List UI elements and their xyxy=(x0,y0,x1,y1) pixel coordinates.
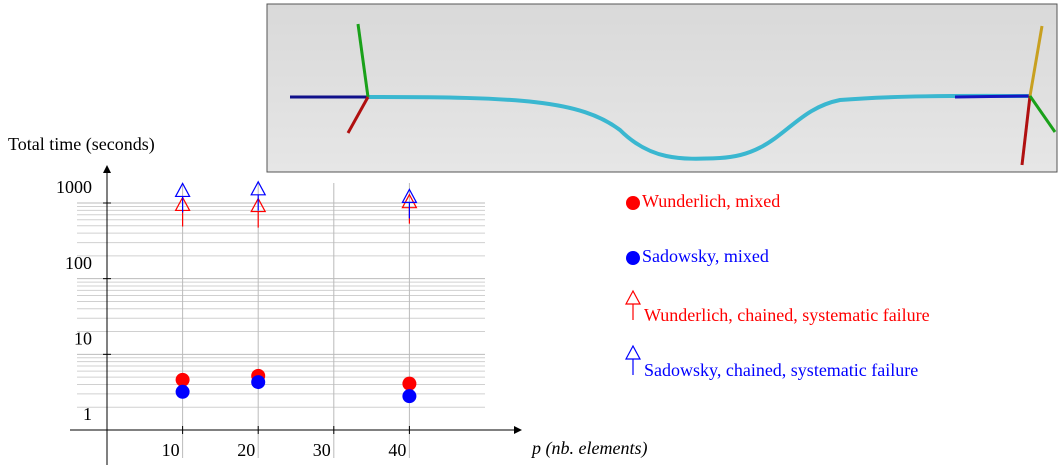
point xyxy=(175,372,190,387)
legend-label: Wunderlich, chained, systematic failure xyxy=(644,305,930,325)
legend-marker xyxy=(624,344,642,375)
y-tick-label: 10 xyxy=(74,328,92,348)
x-axis-label: p (nb. elements) xyxy=(530,438,647,459)
point xyxy=(250,180,267,211)
y-tick-label: 1000 xyxy=(56,177,92,197)
legend-label: Sadowsky, chained, systematic failure xyxy=(644,360,918,380)
point xyxy=(402,376,417,391)
point xyxy=(175,384,190,399)
legend-label: Sadowsky, mixed xyxy=(642,246,769,266)
point xyxy=(402,389,417,404)
legend-label: Wunderlich, mixed xyxy=(642,191,780,211)
x-tick-label: 30 xyxy=(313,440,331,460)
simulation-image xyxy=(266,3,1058,173)
point xyxy=(251,375,266,390)
y-axis-label: Total time (seconds) xyxy=(8,134,155,155)
y-tick-label: 100 xyxy=(65,253,92,273)
x-tick-label: 10 xyxy=(162,440,180,460)
legend-marker xyxy=(624,289,642,320)
point xyxy=(174,182,191,213)
y-tick-label: 1 xyxy=(83,404,92,424)
legend-marker xyxy=(626,251,640,265)
point xyxy=(401,188,418,219)
x-tick-label: 40 xyxy=(388,440,406,460)
x-tick-label: 20 xyxy=(237,440,255,460)
point xyxy=(250,197,267,228)
legend-marker xyxy=(626,196,640,210)
